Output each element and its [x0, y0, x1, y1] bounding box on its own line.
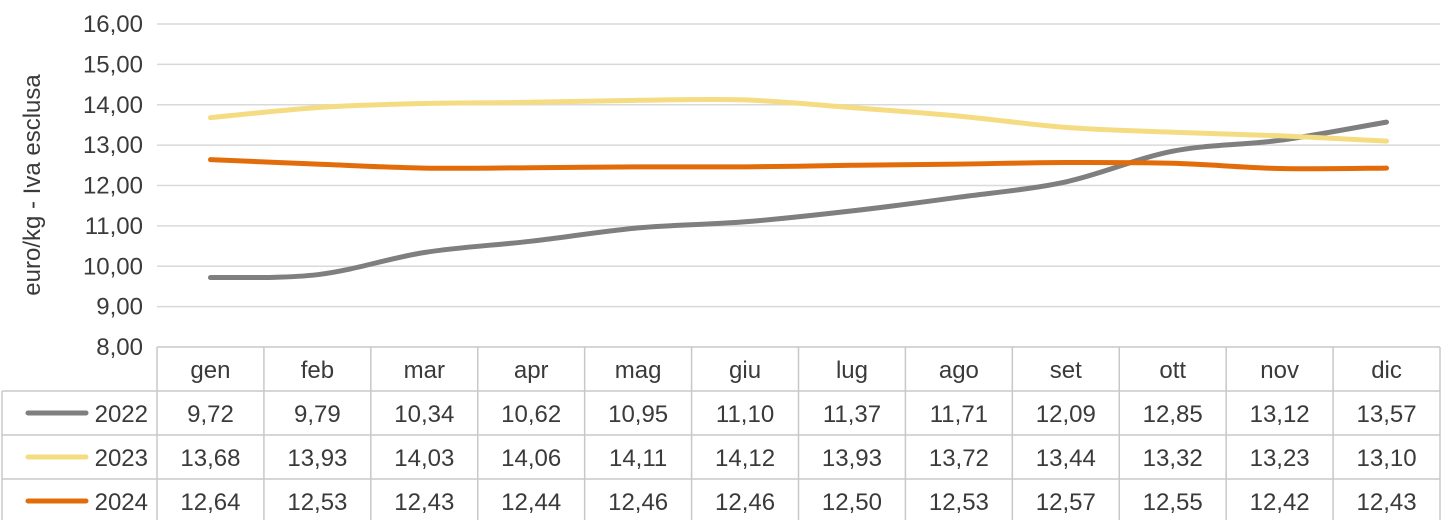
data-label: 12,43 — [394, 489, 454, 516]
data-label: 9,72 — [187, 401, 234, 428]
data-label: 13,93 — [287, 445, 347, 472]
x-tick-label: mag — [615, 357, 662, 384]
x-tick-label: gen — [190, 357, 230, 384]
y-tick-label: 15,00 — [83, 51, 143, 78]
x-tick-label: dic — [1371, 357, 1402, 384]
x-tick-label: ago — [939, 357, 979, 384]
data-label: 12,43 — [1357, 489, 1417, 516]
data-label: 12,46 — [715, 489, 775, 516]
data-label: 9,79 — [294, 401, 341, 428]
y-tick-label: 16,00 — [83, 11, 143, 38]
data-label: 14,12 — [715, 445, 775, 472]
data-label: 12,85 — [1143, 401, 1203, 428]
data-label: 13,57 — [1357, 401, 1417, 428]
y-tick-label: 11,00 — [85, 213, 143, 240]
data-label: 14,03 — [394, 445, 454, 472]
data-label: 12,46 — [608, 489, 668, 516]
y-tick-label: 14,00 — [83, 92, 143, 119]
legend-entry: 2022 — [95, 401, 148, 428]
data-label: 12,57 — [1036, 489, 1096, 516]
data-label: 14,11 — [609, 445, 667, 472]
x-tick-label: apr — [514, 357, 549, 384]
data-table: gen feb mar apr mag giu lug ago set ott nov dic 2022… — [1, 346, 1441, 520]
y-tick-label: 12,00 — [83, 173, 143, 200]
data-label: 12,64 — [180, 489, 240, 516]
y-tick-label: 9,00 — [96, 294, 143, 321]
x-tick-label: lug — [836, 357, 868, 384]
y-tick-label: 10,00 — [83, 253, 143, 280]
y-tick-label: 8,00 — [96, 334, 143, 361]
x-tick-label: mar — [404, 357, 445, 384]
data-label: 13,23 — [1250, 445, 1310, 472]
legend-entry: 2024 — [95, 489, 148, 516]
data-label: 13,68 — [180, 445, 240, 472]
x-tick-label: set — [1050, 357, 1082, 384]
data-label: 13,72 — [929, 445, 989, 472]
data-label: 13,12 — [1250, 401, 1310, 428]
data-label: 12,09 — [1036, 401, 1096, 428]
data-label: 13,10 — [1357, 445, 1417, 472]
data-label: 10,34 — [394, 401, 454, 428]
series-line-2022 — [207, 119, 1389, 281]
data-label: 11,10 — [716, 401, 774, 428]
series-lines — [207, 96, 1389, 281]
data-label: 13,93 — [822, 445, 882, 472]
data-label: 12,53 — [929, 489, 989, 516]
y-tick-label: 13,00 — [83, 132, 143, 159]
data-label: 12,44 — [501, 489, 561, 516]
series-line-2024 — [207, 157, 1389, 172]
y-axis-ticks: 8,00 9,00 10,00 11,00 12,00 13,00 14,00 15,00 16… — [83, 11, 143, 361]
data-label: 11,71 — [930, 401, 988, 428]
data-label: 10,62 — [501, 401, 561, 428]
data-label: 12,50 — [822, 489, 882, 516]
data-label: 14,06 — [501, 445, 561, 472]
data-label: 10,95 — [608, 401, 668, 428]
x-tick-label: ott — [1159, 357, 1186, 384]
data-label: 12,55 — [1143, 489, 1203, 516]
x-tick-label: giu — [729, 357, 761, 384]
data-label: 11,37 — [823, 401, 881, 428]
data-label: 13,44 — [1036, 445, 1096, 472]
x-tick-label: feb — [301, 357, 334, 384]
legend-entry: 2023 — [95, 445, 148, 472]
y-axis-label: euro/kg - Iva esclusa — [19, 74, 46, 296]
data-label: 12,42 — [1250, 489, 1310, 516]
x-tick-label: nov — [1260, 357, 1299, 384]
series-line-2023 — [207, 96, 1389, 144]
data-label: 13,32 — [1143, 445, 1203, 472]
data-label: 12,53 — [287, 489, 347, 516]
